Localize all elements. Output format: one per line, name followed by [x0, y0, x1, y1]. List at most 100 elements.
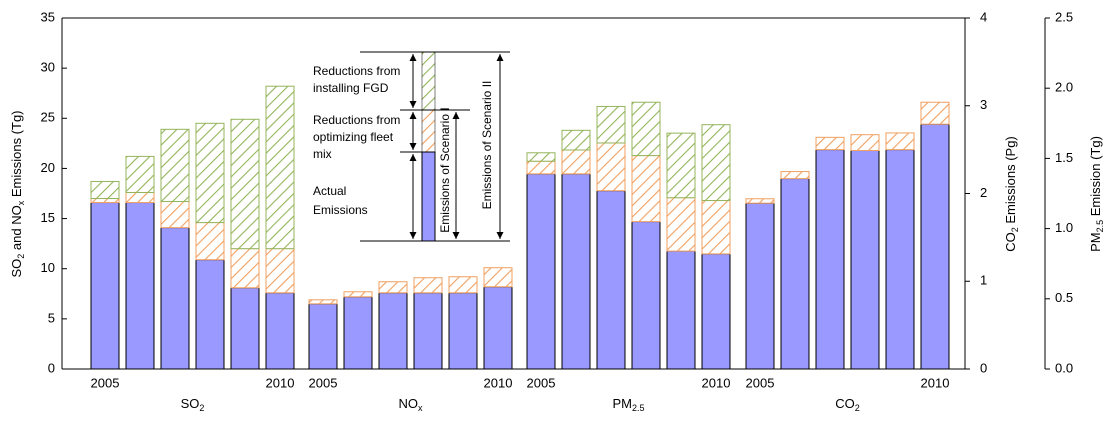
group-label-part: x: [418, 403, 423, 413]
y3-axis-label-part: 2.5: [1095, 220, 1105, 233]
bar-segment: [195, 259, 225, 370]
group-label: PM2.5: [612, 396, 644, 413]
bar-segment: [125, 155, 155, 193]
bar-segment: [413, 277, 443, 294]
x-tick-label: 2010: [702, 375, 731, 390]
bar-segment: [745, 198, 775, 204]
x-tick-label: 2005: [746, 375, 775, 390]
tick-label: 5: [48, 310, 55, 325]
bar-segment: [745, 202, 775, 370]
group-label: SO2: [181, 396, 205, 413]
bar-segment: [230, 287, 260, 370]
tick-label: 10: [41, 260, 55, 275]
y-axis-label-part: SO: [9, 259, 24, 278]
bar-segment: [90, 202, 120, 370]
bar-segment: [596, 142, 626, 192]
x-tick-label: 2010: [266, 375, 295, 390]
bar-segment: [850, 150, 880, 370]
y2-axis-label: CO2 Emissions (Pg): [1003, 136, 1020, 252]
bar-segment: [885, 132, 915, 151]
group-label: CO2: [835, 396, 860, 413]
bar-segment: [90, 198, 120, 204]
tick-label: 0.5: [1055, 290, 1073, 305]
bar-segment: [343, 296, 373, 370]
bar-segment: [448, 276, 478, 294]
annotation: Reductions from: [313, 113, 400, 127]
x-tick-label: 2010: [921, 375, 950, 390]
bar-segment: [885, 149, 915, 370]
bar-segment: [125, 191, 155, 204]
tick-label: 20: [41, 160, 55, 175]
bar-segment: [308, 303, 338, 370]
tick-label: 3: [980, 97, 987, 112]
annotation: Actual: [313, 184, 346, 198]
x-tick-label: 2005: [527, 375, 556, 390]
bar-segment: [561, 173, 591, 370]
bar-segment: [483, 267, 513, 288]
annotation: Emissions: [313, 203, 368, 217]
tick-label: 2.0: [1055, 80, 1073, 95]
bar-segment: [666, 132, 696, 199]
y3-axis-label: PM2.5 Emission (Tg): [1088, 136, 1105, 252]
bar-segment: [666, 250, 696, 370]
group-label-part: PM: [612, 396, 632, 411]
tick-label: 2: [980, 185, 987, 200]
y2-axis-label-part: Emissions (Pg): [1003, 136, 1018, 227]
group-label-part: SO: [181, 396, 200, 411]
y3-axis-label-part: PM: [1088, 232, 1103, 252]
bar-segment: [666, 197, 696, 252]
bar-segment: [701, 253, 731, 370]
bar-segment: [596, 105, 626, 144]
bar-segment: [631, 155, 661, 223]
bar-segment: [850, 134, 880, 152]
bar-segment: [561, 129, 591, 151]
tick-label: 25: [41, 110, 55, 125]
tick-label: 1: [980, 273, 987, 288]
y-axis-label-part: 2: [16, 254, 26, 259]
bar-segment: [160, 128, 190, 203]
bar-segment: [920, 101, 950, 125]
group-label: NOx: [399, 396, 424, 413]
bar-segment: [815, 136, 845, 151]
bar-segment: [265, 248, 295, 294]
y2-axis-label-part: 2: [1010, 227, 1020, 232]
bar-segment: [230, 118, 260, 250]
x-tick-label: 2010: [484, 375, 513, 390]
bar-segment: [265, 85, 295, 250]
y3-axis-label-part: Emission (Tg): [1088, 136, 1103, 220]
annotation: Reductions from: [313, 64, 400, 78]
bar-segment: [343, 291, 373, 298]
bar-segment: [378, 281, 408, 294]
bar-segment: [780, 171, 810, 180]
bar-segment: [815, 149, 845, 370]
tick-label: 30: [41, 60, 55, 75]
y-axis-label: SO2 and NOx Emissions (Tg): [9, 110, 26, 277]
bar-segment: [448, 292, 478, 370]
tick-label: 1.5: [1055, 150, 1073, 165]
bar-segment: [780, 178, 810, 370]
bar-segment: [230, 248, 260, 289]
tick-label: 4: [980, 9, 987, 24]
tick-label: 0: [980, 360, 987, 375]
tick-label: 1.0: [1055, 220, 1073, 235]
bar-segment: [125, 202, 155, 370]
group-label-part: 2: [199, 403, 204, 413]
annotation: installing FGD: [313, 81, 389, 95]
y-axis-label-part: and NO: [9, 205, 24, 253]
tick-label: 35: [41, 9, 55, 24]
bar-segment: [920, 123, 950, 370]
group-label-part: 2: [855, 403, 860, 413]
tick-label: 15: [41, 210, 55, 225]
bar-segment: [631, 101, 661, 157]
bar-segment: [160, 227, 190, 370]
bar-segment: [631, 221, 661, 370]
annotation: mix: [313, 147, 332, 161]
bar-segment: [561, 149, 591, 175]
bar-segment: [413, 292, 443, 370]
y2-axis-label-part: CO: [1003, 232, 1018, 252]
bar-segment: [378, 292, 408, 370]
tick-label: 0.0: [1055, 360, 1073, 375]
x-tick-label: 2005: [309, 375, 338, 390]
x-tick-label: 2005: [91, 375, 120, 390]
bar-segment: [526, 152, 556, 162]
